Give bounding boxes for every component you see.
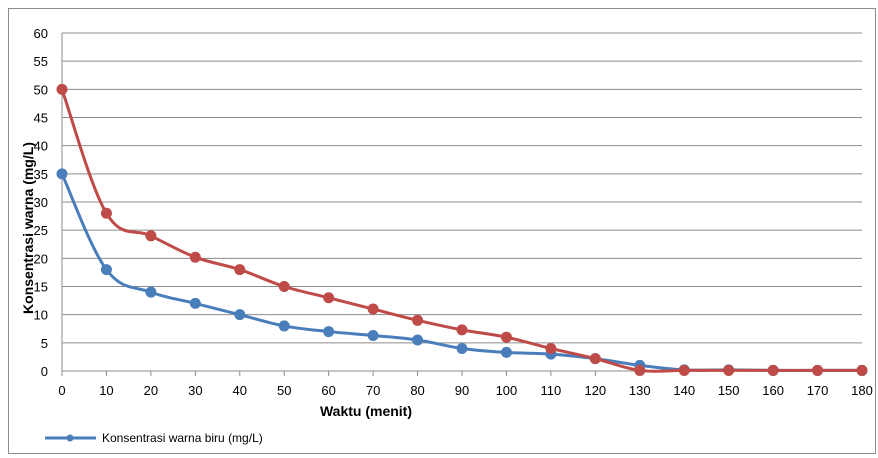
data-point	[190, 252, 201, 263]
x-tick-label: 0	[58, 383, 65, 398]
x-tick-label: 100	[496, 383, 518, 398]
data-point	[590, 353, 601, 364]
data-point	[323, 326, 334, 337]
data-point	[279, 281, 290, 292]
x-tick-label: 160	[762, 383, 784, 398]
data-point	[812, 365, 823, 376]
y-tick-label: 5	[41, 336, 48, 351]
data-point	[723, 365, 734, 376]
data-point	[501, 347, 512, 358]
data-point	[457, 324, 468, 335]
data-point	[457, 343, 468, 354]
x-axis-title: Waktu (menit)	[320, 403, 412, 419]
legend: Konsentrasi warna biru (mg/L)	[45, 431, 263, 445]
y-axis-title: Konsentrasi warna (mg/L)	[20, 142, 36, 314]
data-point	[368, 330, 379, 341]
data-point	[368, 304, 379, 315]
data-point	[501, 332, 512, 343]
y-tick-label: 55	[34, 54, 48, 69]
data-point	[857, 365, 868, 376]
data-point	[145, 287, 156, 298]
x-tick-label: 50	[277, 383, 291, 398]
data-point	[190, 298, 201, 309]
series-0	[57, 168, 868, 376]
x-tick-label: 10	[99, 383, 113, 398]
x-tick-label: 70	[366, 383, 380, 398]
data-point	[679, 365, 690, 376]
y-tick-label: 50	[34, 82, 48, 97]
x-tick-label: 170	[807, 383, 829, 398]
data-point	[57, 168, 68, 179]
x-tick-label: 130	[629, 383, 651, 398]
x-tick-label: 60	[321, 383, 335, 398]
data-point	[412, 315, 423, 326]
data-point	[768, 365, 779, 376]
x-tick-label: 140	[673, 383, 695, 398]
data-point	[101, 208, 112, 219]
x-tick-label: 180	[851, 383, 873, 398]
y-tick-label: 0	[41, 364, 48, 379]
x-tick-label: 30	[188, 383, 202, 398]
x-tick-label: 90	[455, 383, 469, 398]
x-tick-label: 120	[584, 383, 606, 398]
x-tick-label: 110	[541, 383, 562, 398]
x-tick-label: 150	[718, 383, 740, 398]
x-tick-label: 80	[410, 383, 424, 398]
series-line	[62, 174, 862, 371]
x-tick-label: 20	[144, 383, 158, 398]
x-tick-label: 40	[233, 383, 247, 398]
data-point	[101, 264, 112, 275]
legend-label-biru: Konsentrasi warna biru (mg/L)	[102, 431, 263, 445]
data-point	[57, 84, 68, 95]
legend-marker-biru	[67, 435, 74, 442]
y-tick-label: 45	[34, 111, 48, 126]
data-point	[145, 230, 156, 241]
data-point	[323, 292, 334, 303]
data-point	[634, 365, 645, 376]
data-point	[234, 309, 245, 320]
data-point	[412, 335, 423, 346]
gridlines	[62, 33, 862, 343]
y-tick-label: 60	[34, 26, 48, 41]
data-point	[279, 320, 290, 331]
data-point	[545, 343, 556, 354]
data-point	[234, 264, 245, 275]
